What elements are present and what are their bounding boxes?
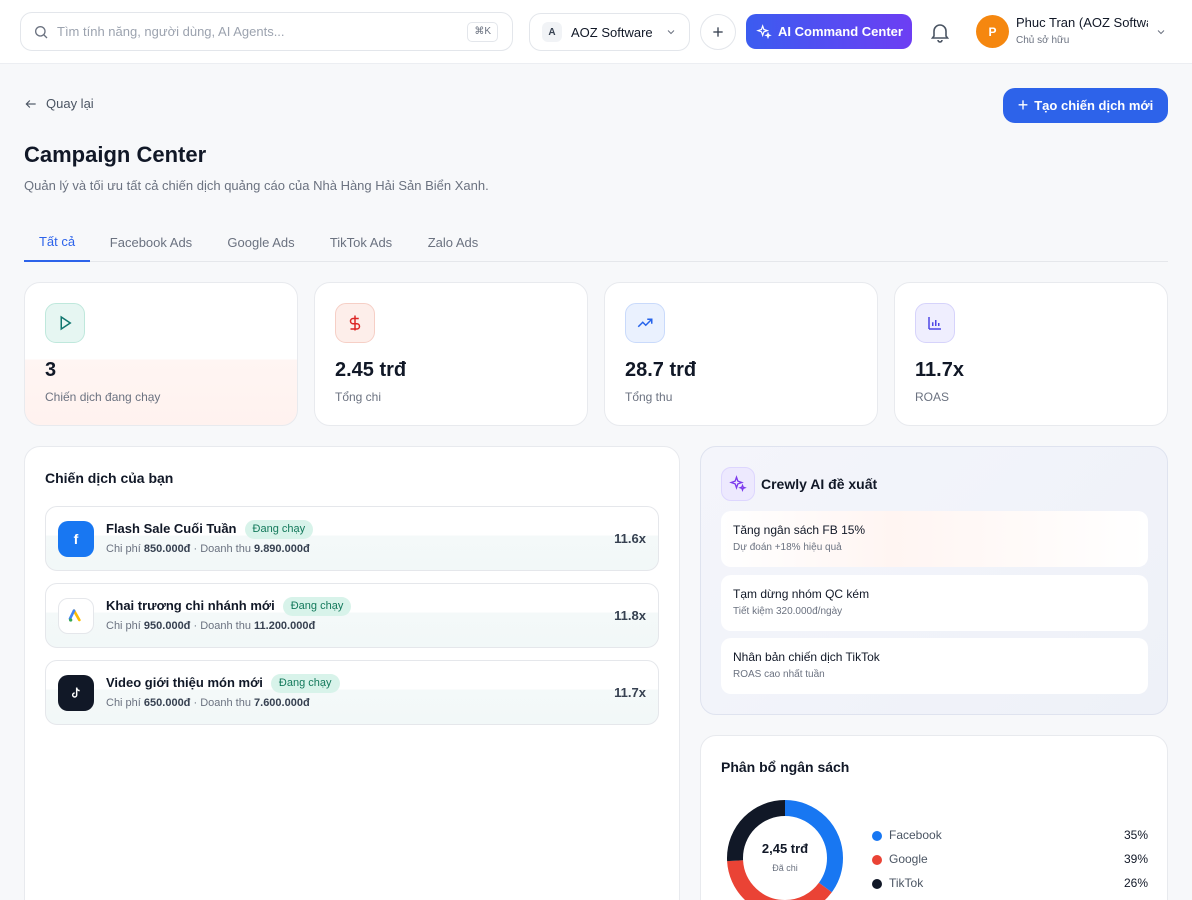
stat-card-active-campaigns: 3 Chiến dịch đang chạy	[24, 282, 298, 426]
campaign-row[interactable]: Video giới thiệu món mới Đang chạy Chi ph…	[45, 660, 659, 725]
stat-label: Tổng thu	[625, 390, 673, 404]
donut-center-value: 2,45 trđ	[761, 841, 809, 856]
workspace-switcher[interactable]: A AOZ Software	[529, 13, 690, 51]
status-badge: Đang chạy	[282, 597, 352, 616]
suggestion-desc: Dự đoán +18% hiệu quả	[733, 542, 842, 553]
search-input[interactable]	[57, 24, 447, 39]
suggestion-desc: ROAS cao nhất tuần	[733, 669, 825, 680]
bar-chart-icon	[915, 303, 955, 343]
campaign-name: Khai trương chi nhánh mới Đang chạy	[106, 597, 352, 616]
stat-value: 2.45 trđ	[335, 359, 407, 381]
budget-title: Phân bổ ngân sách	[721, 759, 850, 775]
donut-segment-tiktok	[727, 800, 843, 900]
stat-card-total-revenue: 28.7 trđ Tổng thu	[604, 282, 878, 426]
google-ads-logo-icon	[58, 598, 94, 634]
legend-item-google: Google 39%	[872, 852, 1148, 870]
dollar-icon	[335, 303, 375, 343]
stat-label: Chiến dịch đang chạy	[45, 390, 161, 404]
chevron-down-icon	[667, 30, 675, 35]
top-bar: ⌘K A AOZ Software AI Command Center P Ph…	[0, 0, 1192, 64]
ai-command-center-button[interactable]: AI Command Center	[746, 14, 912, 49]
legend-name: TikTok	[889, 876, 924, 890]
campaign-roas: 11.7x	[614, 685, 646, 700]
workspace-name: AOZ Software	[571, 24, 653, 40]
user-name[interactable]: Phuc Tran (AOZ Software)	[1016, 15, 1148, 30]
legend-name: Facebook	[889, 828, 942, 842]
campaign-metrics: Chi phí 850.000đ · Doanh thu 9.890.000đ	[106, 543, 310, 555]
legend-dot	[872, 879, 882, 889]
tab-tiktok-ads[interactable]: TikTok Ads	[329, 234, 393, 250]
campaign-row[interactable]: Khai trương chi nhánh mới Đang chạy Chi p…	[45, 583, 659, 648]
tab-zalo-ads[interactable]: Zalo Ads	[427, 234, 479, 250]
search-box[interactable]: ⌘K	[20, 12, 513, 51]
donut-center-label: Đã chi	[772, 863, 798, 873]
ai-suggestion[interactable]: Tạm dừng nhóm QC kém Tiết kiệm 320.000đ/…	[721, 575, 1148, 631]
legend-dot	[872, 831, 882, 841]
play-icon	[45, 303, 85, 343]
tab-google-ads[interactable]: Google Ads	[227, 234, 295, 250]
tiktok-logo-icon	[58, 675, 94, 711]
status-badge: Đang chạy	[270, 674, 340, 693]
facebook-logo-icon: f	[58, 521, 94, 557]
campaigns-panel: Chiến dịch của bạn f Flash Sale Cuối Tuầ…	[24, 446, 680, 900]
campaign-row[interactable]: f Flash Sale Cuối Tuần Đang chạy Chi phí …	[45, 506, 659, 571]
campaign-name: Flash Sale Cuối Tuần Đang chạy	[106, 520, 314, 539]
ai-title: Crewly AI đề xuất	[761, 476, 878, 492]
platform-tabs: Tất cả Facebook Ads Google Ads TikTok Ad…	[24, 222, 1168, 262]
suggestion-title: Nhân bản chiến dịch TikTok	[733, 650, 880, 664]
suggestion-title: Tạm dừng nhóm QC kém	[733, 587, 870, 601]
create-campaign-label: Tạo chiến dịch mới	[1034, 98, 1154, 113]
plus-icon	[713, 27, 723, 37]
ai-command-center-label: AI Command Center	[778, 24, 903, 39]
ai-suggestion[interactable]: Nhân bản chiến dịch TikTok ROAS cao nhất…	[721, 638, 1148, 694]
avatar[interactable]: P	[976, 15, 1009, 48]
page-subtitle: Quản lý và tối ưu tất cả chiến dịch quản…	[24, 178, 489, 193]
create-campaign-button[interactable]: + Tạo chiến dịch mới	[1003, 88, 1168, 123]
legend-item-tiktok: TikTok 26%	[872, 876, 1148, 894]
back-link[interactable]: Quay lại	[24, 96, 94, 111]
sparkles-icon	[721, 467, 755, 501]
campaign-metrics: Chi phí 950.000đ · Doanh thu 11.200.000đ	[106, 620, 316, 632]
budget-panel: Phân bổ ngân sách 2,45 trđ Đã chi Facebo…	[700, 735, 1168, 900]
ai-suggestions-panel: Crewly AI đề xuất Tăng ngân sách FB 15% …	[700, 446, 1168, 715]
legend-item-facebook: Facebook 35%	[872, 828, 1148, 846]
search-icon	[35, 25, 48, 38]
stat-card-total-spend: 2.45 trđ Tổng chi	[314, 282, 588, 426]
budget-donut-chart	[727, 800, 843, 900]
workspace-badge: A	[542, 22, 562, 42]
campaign-name: Video giới thiệu món mới Đang chạy	[106, 674, 340, 693]
campaigns-title: Chiến dịch của bạn	[45, 470, 174, 486]
stat-value: 3	[45, 359, 57, 381]
page-title: Campaign Center	[24, 142, 207, 167]
legend-pct: 35%	[1123, 828, 1148, 842]
trending-up-icon	[625, 303, 665, 343]
shortcut-hint: ⌘K	[467, 22, 498, 42]
user-role: Chủ sở hữu	[1016, 35, 1070, 46]
legend-name: Google	[889, 852, 928, 866]
arrow-left-icon	[25, 99, 36, 108]
status-badge: Đang chạy	[244, 520, 314, 539]
ai-suggestion[interactable]: Tăng ngân sách FB 15% Dự đoán +18% hiệu …	[721, 511, 1148, 567]
campaign-roas: 11.8x	[614, 608, 646, 623]
stat-card-roas: 11.7x ROAS	[894, 282, 1168, 426]
stat-label: ROAS	[915, 390, 950, 404]
plus-icon: +	[1017, 95, 1029, 115]
sparkles-icon	[756, 23, 772, 39]
legend-dot	[872, 855, 882, 865]
tab-all[interactable]: Tất cả	[24, 222, 90, 262]
stat-value: 11.7x	[915, 359, 964, 381]
stat-value: 28.7 trđ	[625, 359, 697, 381]
suggestion-desc: Tiết kiệm 320.000đ/ngày	[733, 606, 843, 617]
add-button[interactable]	[700, 14, 736, 50]
stat-label: Tổng chi	[335, 390, 382, 404]
campaign-roas: 11.6x	[614, 531, 646, 546]
chevron-down-icon[interactable]	[1155, 26, 1167, 38]
legend-pct: 39%	[1123, 852, 1148, 866]
legend-pct: 26%	[1123, 876, 1148, 890]
back-label: Quay lại	[46, 96, 94, 111]
tab-facebook-ads[interactable]: Facebook Ads	[109, 234, 193, 250]
campaign-metrics: Chi phí 650.000đ · Doanh thu 7.600.000đ	[106, 697, 310, 709]
suggestion-title: Tăng ngân sách FB 15%	[733, 523, 866, 537]
bell-icon[interactable]	[928, 19, 952, 45]
